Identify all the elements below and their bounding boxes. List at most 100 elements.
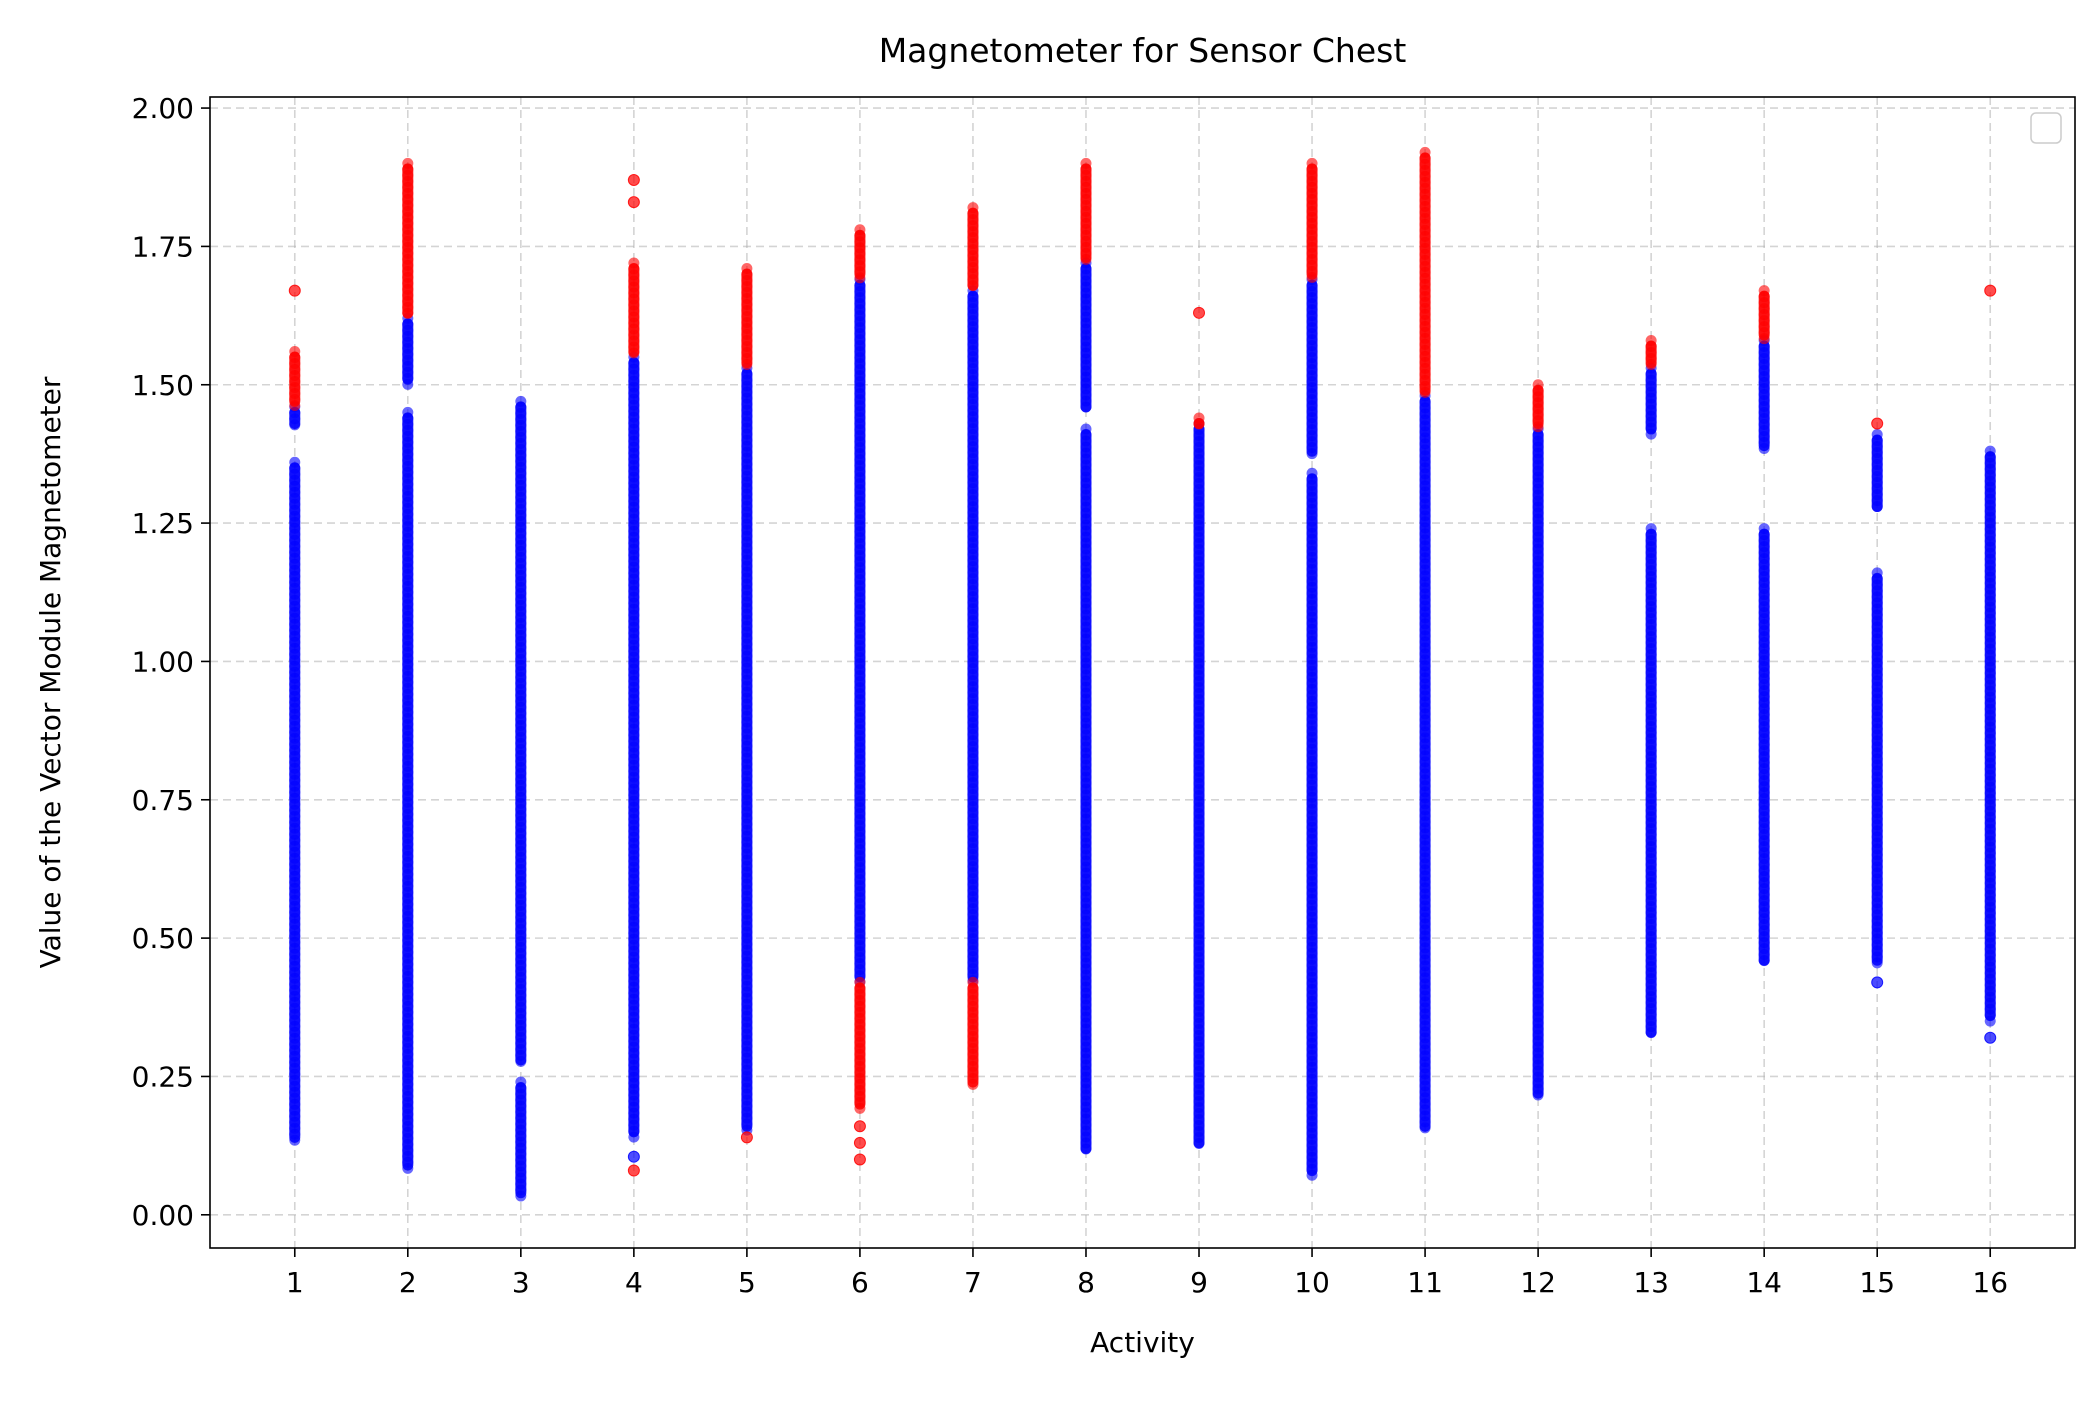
data-point: [515, 1055, 527, 1067]
chart-title: Magnetometer for Sensor Chest: [879, 31, 1407, 70]
outlier-band: [1193, 412, 1205, 430]
outlier-band: [967, 976, 979, 1090]
outlier-band: [967, 202, 979, 292]
data-point: [627, 1150, 640, 1163]
outlier-band: [402, 157, 414, 319]
y-tick-label: 1.25: [132, 507, 194, 540]
x-tick-label: 6: [851, 1266, 869, 1299]
outlier-point: [853, 1153, 866, 1166]
outlier-band: [1080, 157, 1092, 265]
data-point: [628, 347, 640, 359]
data-point: [741, 359, 753, 371]
outlier-band: [741, 263, 753, 371]
data-point: [1984, 1031, 1997, 1044]
x-tick-label: 13: [1633, 1266, 1669, 1299]
normal-band: [289, 456, 301, 1146]
normal-band: [515, 395, 527, 1067]
y-tick-label: 0.50: [132, 922, 194, 955]
y-tick-label: 0.75: [132, 784, 194, 817]
normal-band: [1645, 523, 1657, 1039]
data-point: [854, 272, 866, 284]
normal-band: [741, 362, 753, 1136]
data-point: [289, 419, 301, 431]
data-points: [288, 146, 1997, 1202]
data-point: [1532, 1089, 1544, 1101]
data-point: [402, 378, 414, 390]
normal-band: [1871, 429, 1883, 513]
data-point: [854, 1102, 866, 1114]
outlier-band: [854, 224, 866, 284]
data-point: [1193, 418, 1205, 430]
y-tick-label: 2.00: [132, 92, 194, 125]
x-axis-ticks: 1 2 3 4 5 6 7 8 9 10 11 12 13 14 15 16: [286, 1248, 2008, 1299]
normal-band: [628, 351, 640, 1143]
data-point: [1645, 1027, 1657, 1039]
data-point: [289, 400, 301, 412]
data-point: [1306, 1169, 1318, 1181]
outlier-band: [628, 257, 640, 359]
data-point: [1080, 1143, 1092, 1155]
x-tick-label: 1: [286, 1266, 304, 1299]
plot-frame: [209, 96, 2076, 1249]
x-tick-label: 10: [1294, 1266, 1330, 1299]
data-point: [1871, 957, 1883, 969]
outlier-point: [288, 284, 301, 297]
x-tick-label: 3: [512, 1266, 530, 1299]
data-point: [1871, 976, 1884, 989]
outlier-band: [1306, 157, 1318, 283]
normal-band: [967, 285, 979, 987]
normal-band: [402, 312, 414, 390]
data-point: [1984, 1015, 1996, 1027]
outlier-band: [1758, 285, 1770, 345]
data-point: [402, 1162, 414, 1174]
normal-band: [1984, 445, 1996, 1027]
outlier-band: [1419, 146, 1431, 398]
x-tick-label: 15: [1859, 1266, 1895, 1299]
normal-band: [854, 274, 866, 988]
data-point: [1419, 1122, 1431, 1134]
outlier-point: [1871, 417, 1884, 430]
outlier-band: [854, 976, 866, 1114]
y-axis-ticks: 0.00 0.25 0.50 0.75 1.00 1.25 1.50 1.75 2.00: [132, 92, 210, 1232]
x-axis-label: Activity: [1090, 1326, 1195, 1359]
data-point: [1645, 358, 1657, 370]
normal-band: [1419, 390, 1431, 1134]
outlier-point: [1984, 284, 1997, 297]
outlier-point: [853, 1120, 866, 1133]
outlier-point: [853, 1136, 866, 1149]
data-point: [1419, 386, 1431, 398]
y-tick-label: 1.75: [132, 230, 194, 263]
y-tick-label: 1.00: [132, 645, 194, 678]
data-point: [1758, 333, 1770, 345]
data-point: [1306, 271, 1318, 283]
data-point: [1645, 428, 1657, 440]
x-tick-label: 2: [399, 1266, 417, 1299]
x-tick-label: 16: [1972, 1266, 2008, 1299]
data-point: [1080, 401, 1092, 413]
x-tick-label: 7: [964, 1266, 982, 1299]
normal-band: [1871, 567, 1883, 969]
data-point: [1758, 955, 1770, 967]
normal-band: [1306, 274, 1318, 460]
x-tick-label: 12: [1520, 1266, 1556, 1299]
normal-band: [515, 1076, 527, 1202]
data-point: [402, 307, 414, 319]
data-point: [967, 1078, 979, 1090]
x-tick-label: 4: [625, 1266, 643, 1299]
y-tick-label: 0.25: [132, 1060, 194, 1093]
normal-band: [402, 406, 414, 1174]
normal-band: [1080, 257, 1092, 413]
y-axis-label: Value of the Vector Module Magnetometer: [34, 376, 67, 968]
normal-band: [1532, 423, 1544, 1101]
data-point: [515, 1190, 527, 1202]
data-point: [1871, 501, 1883, 513]
x-tick-label: 8: [1077, 1266, 1095, 1299]
y-tick-label: 1.50: [132, 369, 194, 402]
data-point: [967, 280, 979, 292]
outlier-band: [289, 346, 301, 412]
normal-band: [1758, 523, 1770, 967]
outlier-point: [627, 174, 640, 187]
normal-band: [1645, 362, 1657, 440]
